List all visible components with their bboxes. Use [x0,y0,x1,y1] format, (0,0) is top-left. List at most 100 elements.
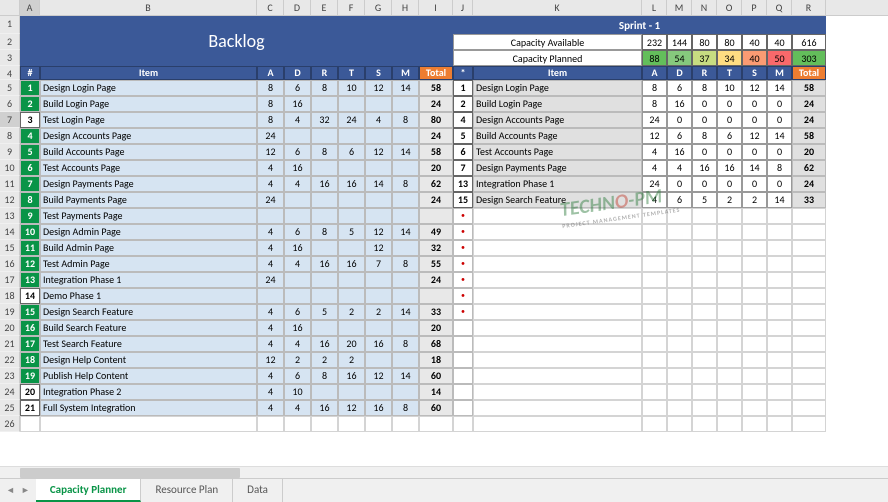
sprint-empty-cell[interactable] [742,352,767,368]
empty-cell[interactable] [792,416,826,432]
sprint-empty-cell[interactable] [692,336,717,352]
column-header-R-13[interactable]: R [692,66,717,80]
sprint-empty-cell[interactable] [667,368,692,384]
backlog-cell[interactable] [365,288,392,304]
sprint-cell[interactable]: 0 [692,96,717,112]
backlog-cell[interactable]: 4 [257,304,284,320]
backlog-item-name[interactable]: Test Search Feature [40,336,257,352]
sprint-cell[interactable]: 0 [742,144,767,160]
sprint-row-number[interactable]: 6 [453,144,473,160]
sprint-cell[interactable]: 6 [717,128,742,144]
backlog-cell[interactable]: 4 [284,400,311,416]
sprint-empty-cell[interactable] [742,320,767,336]
backlog-row-number[interactable]: 4 [20,128,40,144]
empty-cell[interactable] [257,416,284,432]
sprint-empty-cell[interactable] [692,400,717,416]
sprint-cell[interactable]: 10 [717,80,742,96]
sprint-empty-cell[interactable] [642,336,667,352]
backlog-cell[interactable] [311,128,338,144]
row-header-11[interactable]: 11 [0,176,20,192]
sprint-cell[interactable]: 16 [717,160,742,176]
sprint-empty-marker[interactable] [453,400,473,416]
sprint-empty-marker[interactable] [453,336,473,352]
sprint-empty-cell[interactable] [692,224,717,240]
backlog-cell[interactable]: 8 [392,176,419,192]
sprint-cell[interactable]: 14 [767,80,792,96]
sprint-empty-item[interactable] [473,336,642,352]
backlog-row-number[interactable]: 12 [20,256,40,272]
backlog-cell[interactable] [392,384,419,400]
backlog-cell[interactable] [257,208,284,224]
backlog-cell[interactable]: 32 [311,112,338,128]
empty-cell[interactable] [742,416,767,432]
backlog-cell[interactable]: 16 [311,400,338,416]
sprint-empty-item[interactable] [473,288,642,304]
backlog-cell[interactable]: 12 [338,400,365,416]
capacity-available-val-5[interactable]: 40 [767,34,792,50]
sprint-cell[interactable]: 12 [742,128,767,144]
sprint-empty-cell[interactable] [792,208,826,224]
sprint-row-number[interactable]: 4 [453,112,473,128]
sprint-empty-cell[interactable] [742,304,767,320]
backlog-cell[interactable]: 4 [257,336,284,352]
sprint-empty-cell[interactable] [667,400,692,416]
backlog-cell[interactable] [311,288,338,304]
sprint-cell[interactable]: 6 [667,192,692,208]
sprint-empty-cell[interactable] [792,240,826,256]
sprint-empty-cell[interactable] [792,368,826,384]
backlog-cell[interactable]: 12 [365,224,392,240]
sprint-cell[interactable]: 4 [642,144,667,160]
sprint-empty-cell[interactable] [642,256,667,272]
backlog-cell[interactable] [311,272,338,288]
backlog-total[interactable]: 24 [419,272,453,288]
backlog-cell[interactable] [338,288,365,304]
backlog-item-name[interactable]: Test Admin Page [40,256,257,272]
backlog-total[interactable]: 14 [419,384,453,400]
col-header-B[interactable]: B [40,0,257,15]
backlog-cell[interactable] [392,208,419,224]
sprint-empty-cell[interactable] [767,368,792,384]
sprint-item-name[interactable]: Design Payments Page [473,160,642,176]
sprint-empty-cell[interactable] [767,352,792,368]
sprint-total[interactable]: 24 [792,96,826,112]
sprint-empty-item[interactable] [473,272,642,288]
sprint-empty-cell[interactable] [692,368,717,384]
backlog-cell[interactable]: 4 [284,112,311,128]
backlog-cell[interactable]: 16 [284,320,311,336]
row-header-20[interactable]: 20 [0,320,20,336]
sprint-cell[interactable]: 12 [742,80,767,96]
capacity-planned-val-5[interactable]: 50 [767,50,792,66]
col-header-P[interactable]: P [742,0,767,15]
backlog-cell[interactable] [365,320,392,336]
sprint-empty-cell[interactable] [692,240,717,256]
backlog-cell[interactable]: 12 [365,240,392,256]
row-header-7[interactable]: 7 [0,112,20,128]
column-header-Total-17[interactable]: Total [792,66,826,80]
backlog-total[interactable]: 20 [419,160,453,176]
col-header-I[interactable]: I [419,0,453,15]
row-header-3[interactable]: 3 [0,50,20,66]
backlog-cell[interactable]: 14 [365,176,392,192]
backlog-cell[interactable]: 24 [257,128,284,144]
backlog-item-name[interactable]: Demo Phase 1 [40,288,257,304]
backlog-cell[interactable]: 16 [311,336,338,352]
backlog-cell[interactable] [365,96,392,112]
sprint-empty-item[interactable] [473,256,642,272]
backlog-cell[interactable] [338,240,365,256]
col-header-Q[interactable]: Q [767,0,792,15]
backlog-row-number[interactable]: 11 [20,240,40,256]
empty-cell[interactable] [284,416,311,432]
backlog-row-number[interactable]: 7 [20,176,40,192]
sprint-empty-cell[interactable] [742,240,767,256]
backlog-cell[interactable]: 5 [311,304,338,320]
sprint-empty-cell[interactable] [667,224,692,240]
row-header-23[interactable]: 23 [0,368,20,384]
col-header-J[interactable]: J [453,0,473,15]
capacity-planned-val-3[interactable]: 34 [717,50,742,66]
sprint-item-name[interactable]: Design Search Feature [473,192,642,208]
sprint-item-name[interactable]: Design Accounts Page [473,112,642,128]
column-header-Item-1[interactable]: Item [40,66,257,80]
sprint-empty-cell[interactable] [742,384,767,400]
row-header-14[interactable]: 14 [0,224,20,240]
capacity-planned-val-1[interactable]: 54 [667,50,692,66]
